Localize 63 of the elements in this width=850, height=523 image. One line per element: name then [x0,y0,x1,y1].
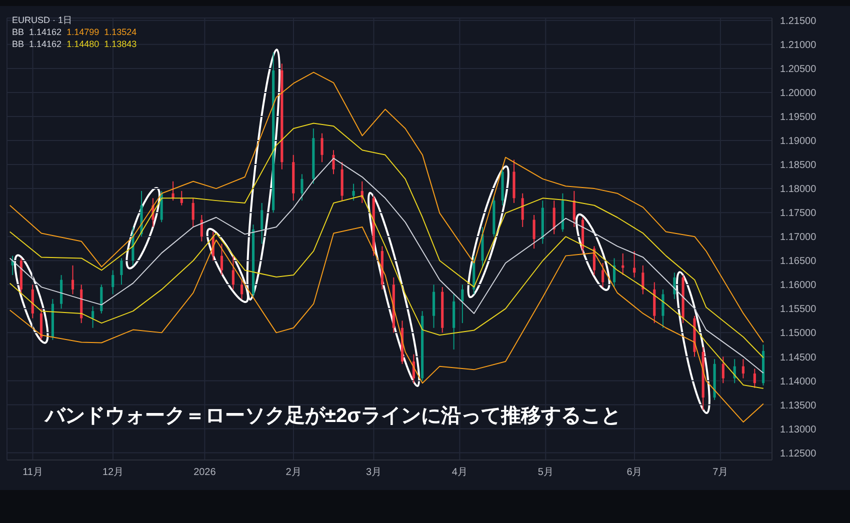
x-tick-label: 4月 [452,467,468,478]
candlestick [572,190,576,228]
annotation: BB 1.14162 1.14799 1.13524 [12,27,137,37]
y-tick-label: 1.21500 [780,16,817,27]
candlestick [753,368,756,388]
y-tick-label: 1.18000 [780,184,817,196]
y-tick-label: 1.16500 [780,256,817,268]
candlestick [642,264,644,295]
candlestick [633,250,636,278]
candlestick [240,279,244,300]
candlestick [320,132,324,163]
candlestick [120,258,123,286]
candlestick [332,150,335,175]
x-tick-label: 5月 [538,467,554,478]
candlestick [71,264,74,295]
y-tick-label: 1.13500 [780,400,817,412]
candlestick [622,252,624,276]
candlestick [192,198,194,228]
x-tick-label: 11月 [22,467,43,478]
candlestick [722,356,724,384]
x-tick-label: 6月 [626,467,642,478]
x-tick-label: 3月 [366,467,382,478]
candlestick [532,214,536,250]
y-tick-label: 1.21000 [780,40,817,51]
y-tick-label: 1.13000 [780,424,817,436]
candlestick [662,288,664,328]
x-tick-label: 7月 [712,467,728,478]
candlestick [92,306,94,328]
candlestick [602,262,604,288]
candlestick [352,183,355,202]
candlestick [673,272,676,300]
y-tick-label: 1.15500 [780,304,817,316]
chart-title: EURUSD · 1日 [12,14,74,26]
y-tick-label: 1.14000 [780,376,817,388]
candlestick [260,202,264,244]
y-tick-label: 1.14500 [780,352,817,364]
candlestick [200,214,203,242]
candlestick [172,180,174,202]
candlestick [300,174,304,202]
y-tick-label: 1.12500 [780,448,817,460]
candlestick [552,200,556,235]
y-tick-label: 1.19000 [780,136,817,148]
y-tick-label: 1.19500 [780,112,817,124]
x-tick-label: 2026 [194,467,216,478]
y-tick-label: 1.15000 [780,328,817,340]
candlestick [461,284,464,324]
y-tick-label: 1.17000 [780,232,817,244]
annotation: バンドウォーク＝ローソク足が±2σラインに沿って推移すること [45,404,621,429]
y-tick-label: 1.16000 [780,280,817,292]
y-tick-label: 1.20500 [780,64,817,75]
y-tick-label: 1.20000 [780,88,817,100]
candlestick [112,270,114,295]
line-series [9,72,764,343]
candlestick [180,190,183,206]
annotation: BB 1.14162 1.14480 1.13843 [12,39,137,49]
x-tick-label: 2月 [286,467,302,478]
candlestick [232,255,234,290]
x-tick-label: 12月 [102,467,124,478]
candlestick [521,192,524,228]
y-tick-label: 1.18500 [780,160,817,172]
candlestick [742,358,744,379]
candlestick [220,243,224,276]
y-tick-label: 1.17500 [780,208,817,220]
